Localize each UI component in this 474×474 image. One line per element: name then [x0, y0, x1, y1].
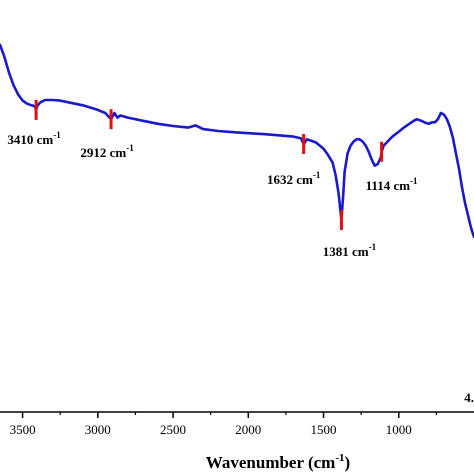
peak-label-text-1381: 1381 cm	[323, 244, 369, 259]
peak-label-sup-2912: -1	[126, 143, 134, 153]
peak-label-text-2912: 2912 cm	[80, 145, 126, 160]
peak-label-text-3410: 3410 cm	[7, 132, 53, 147]
peak-label-3410: 3410 cm-1	[7, 130, 61, 147]
peak-label-1381: 1381 cm-1	[323, 242, 377, 259]
x-tick-label-2500: 2500	[160, 422, 186, 437]
x-tick-label-1500: 1500	[311, 422, 337, 437]
corner-label: 4.	[464, 390, 474, 405]
peak-label-text-1114: 1114 cm	[366, 178, 411, 193]
x-axis-title-close: )	[345, 453, 351, 472]
peak-label-sup-1632: -1	[313, 170, 321, 180]
peak-label-sup-1381: -1	[369, 242, 377, 252]
x-tick-label-3500: 3500	[10, 422, 36, 437]
peak-label-sup-3410: -1	[53, 130, 61, 140]
peak-label-sup-1114: -1	[410, 176, 418, 186]
x-axis-title-sup: -1	[335, 452, 344, 464]
series-line-0	[0, 43, 474, 239]
x-tick-label-3000: 3000	[85, 422, 111, 437]
x-axis-title: Wavenumber (cm-1)	[206, 452, 350, 472]
peak-label-text-1632: 1632 cm	[267, 172, 313, 187]
x-tick-layer: 3500 3000 2500 2000 1500 1000	[10, 412, 437, 437]
x-tick-label-1000: 1000	[386, 422, 412, 437]
x-axis-title-main: Wavenumber (cm	[206, 453, 336, 472]
peak-label-2912: 2912 cm-1	[80, 143, 134, 160]
peak-label-1114: 1114 cm-1	[366, 176, 418, 193]
series-layer	[0, 43, 474, 239]
x-tick-label-2000: 2000	[235, 422, 261, 437]
peak-label-1632: 1632 cm-1	[267, 170, 321, 187]
